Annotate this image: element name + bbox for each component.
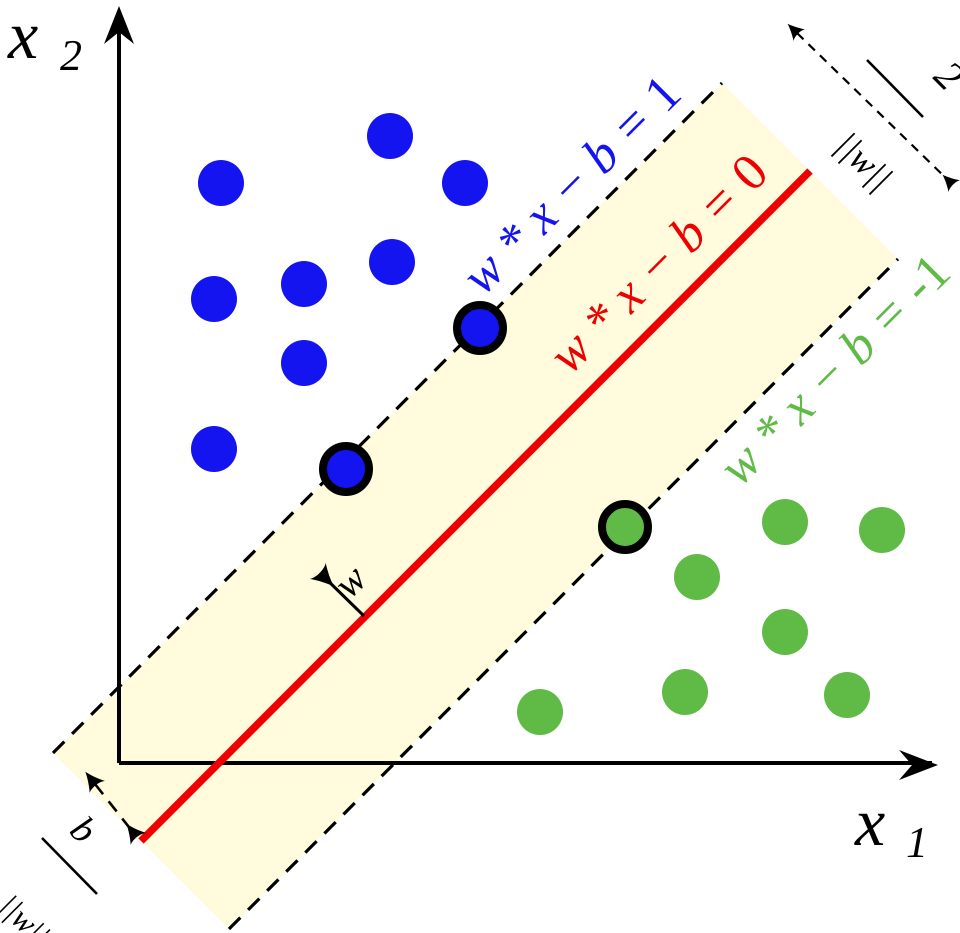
svg-text:1: 1 bbox=[906, 818, 928, 867]
svg-text:x: x bbox=[7, 0, 38, 73]
svg-text:x: x bbox=[854, 784, 885, 860]
svg-text:2: 2 bbox=[60, 31, 82, 80]
